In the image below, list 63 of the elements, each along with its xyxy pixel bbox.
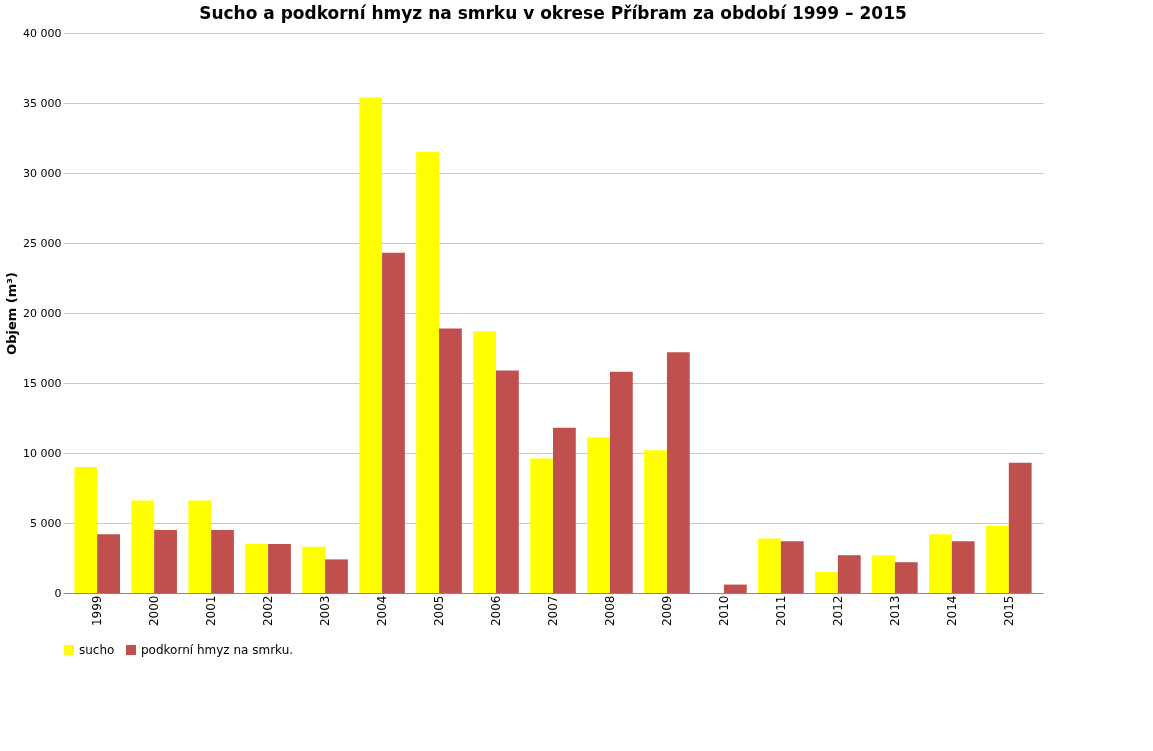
y-tick-label: 10 000 — [23, 446, 62, 460]
x-tick-label: 2015 — [1001, 595, 1016, 627]
bar — [416, 152, 440, 593]
bar — [587, 437, 610, 593]
x-tick-label: 2013 — [887, 595, 902, 627]
bar — [74, 467, 98, 593]
bar — [473, 331, 497, 593]
bar — [666, 352, 690, 593]
bar — [815, 572, 838, 593]
bar — [553, 427, 576, 593]
bar — [609, 371, 633, 593]
x-tick-label: 2011 — [773, 595, 788, 627]
y-tick-label: 0 — [54, 586, 62, 600]
y-tick-label: 5 000 — [30, 516, 62, 530]
bar — [758, 538, 781, 593]
x-tick-label: 2012 — [830, 595, 845, 627]
bar — [872, 555, 895, 593]
bar — [325, 559, 348, 593]
bar — [986, 525, 1009, 593]
x-tick-label: 2006 — [489, 595, 504, 627]
x-tick-label: 2010 — [716, 595, 731, 627]
bar — [780, 541, 804, 593]
bar — [496, 370, 519, 593]
x-tick-label: 2014 — [944, 595, 959, 627]
bar — [211, 530, 234, 593]
x-tick-label: 2007 — [546, 595, 560, 627]
y-tick-label: 25 000 — [23, 236, 62, 250]
bar — [154, 530, 177, 593]
bar — [245, 544, 269, 593]
x-tick-label: 2002 — [261, 595, 276, 627]
bar — [1008, 462, 1032, 593]
bar — [439, 328, 462, 593]
bar — [302, 546, 326, 593]
x-tick-label: 2009 — [659, 595, 674, 627]
bar — [644, 450, 667, 593]
bar — [359, 97, 383, 593]
legend-label: podkorní hmyz na smrku. — [141, 643, 294, 657]
bar — [97, 534, 120, 593]
x-tick-label: 2000 — [147, 595, 162, 627]
x-tick-label: 1999 — [90, 595, 105, 627]
bar — [188, 500, 212, 593]
bar — [929, 534, 952, 593]
bar — [268, 544, 291, 593]
bar — [131, 500, 155, 593]
bar — [723, 584, 747, 593]
y-tick-label: 40 000 — [23, 26, 62, 40]
bar — [530, 458, 553, 593]
y-axis-title: Objem (m³) — [4, 272, 20, 355]
y-tick-label: 15 000 — [23, 376, 62, 390]
bar — [837, 555, 861, 593]
chart-title: Sucho a podkorní hmyz na smrku v okrese Příbram za období 1999 – 2015 — [199, 3, 907, 23]
y-tick-label: 20 000 — [23, 306, 62, 320]
bar — [382, 252, 405, 593]
x-tick-label: 2001 — [204, 595, 219, 627]
x-tick-label: 2005 — [432, 595, 447, 627]
x-tick-label: 2003 — [318, 595, 333, 627]
x-tick-label: 2004 — [375, 595, 390, 627]
bar — [894, 562, 918, 593]
y-tick-label: 35 000 — [23, 96, 62, 110]
bar — [951, 541, 975, 593]
x-tick-label: 2008 — [602, 595, 617, 627]
y-tick-label: 30 000 — [23, 166, 62, 180]
legend-label: sucho — [79, 643, 115, 657]
